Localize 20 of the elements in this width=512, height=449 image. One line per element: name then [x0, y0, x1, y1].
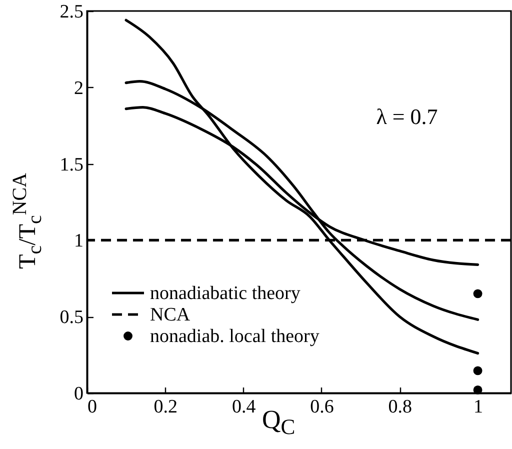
x-axis-title: Q$_{C}$: [262, 405, 296, 440]
legend-label: NCA: [150, 304, 190, 326]
y-tick-label: 1.5: [60, 154, 84, 176]
x-tick-label: 0.2: [154, 396, 178, 418]
annotation: λ = 0.7: [376, 104, 438, 129]
x-tick-label: 0.8: [388, 396, 412, 418]
legend-label: nonadiabatic theory: [150, 283, 301, 304]
legend-label: nonadiab. local theory: [150, 326, 320, 347]
y-tick-label: 2.5: [60, 2, 84, 22]
x-tick-label: 1: [474, 396, 484, 418]
x-tick-label: 0.4: [232, 396, 256, 418]
y-tick-label: 2: [74, 78, 84, 99]
y-tick-label: 0: [74, 384, 84, 404]
x-tick-label: 0.6: [310, 396, 334, 418]
point: [473, 289, 482, 298]
point: [473, 366, 482, 376]
y-tick-label: 1: [74, 230, 84, 252]
y-tick-label: 0.5: [60, 307, 84, 328]
point: [473, 385, 482, 394]
x-tick-label: 0: [88, 396, 97, 418]
